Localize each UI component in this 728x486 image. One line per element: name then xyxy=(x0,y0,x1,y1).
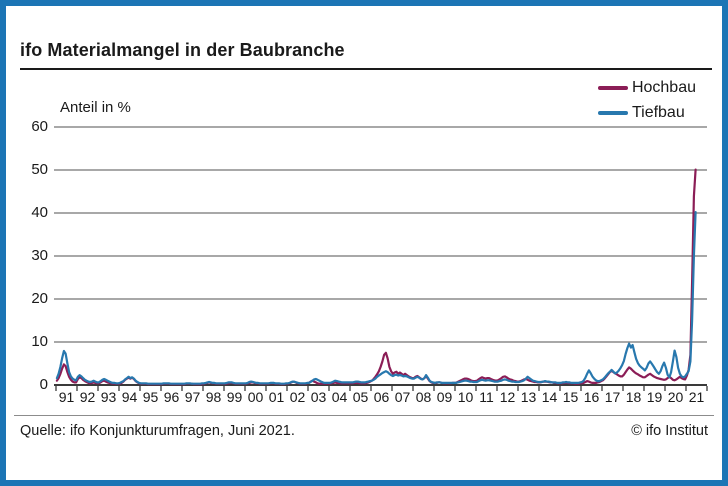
x-axis-tick-label: 01 xyxy=(268,389,285,405)
page-title: ifo Materialmangel in der Baubranche xyxy=(20,40,345,60)
y-axis-tick-label: 20 xyxy=(31,290,48,307)
x-axis-tick-label: 96 xyxy=(163,389,180,405)
y-axis-tick-label: 30 xyxy=(31,247,48,264)
source-note: Quelle: ifo Konjunkturumfragen, Juni 202… xyxy=(20,423,295,439)
x-axis-tick-label: 13 xyxy=(520,389,537,405)
hochbau-series-line xyxy=(55,168,697,386)
x-axis-tick-label: 15 xyxy=(562,389,579,405)
x-axis-tick-label: 10 xyxy=(457,389,474,405)
x-axis-tick-label: 07 xyxy=(394,389,411,405)
x-axis-tick-label: 19 xyxy=(646,389,663,405)
x-axis-tick-label: 16 xyxy=(583,389,600,405)
x-axis-tick-label: 18 xyxy=(625,389,642,405)
chart-legend: Hochbau Tiefbau xyxy=(597,76,696,124)
x-axis-tick-label: 97 xyxy=(184,389,201,405)
x-axis-tick-label: 93 xyxy=(100,389,117,405)
tiefbau-series-line xyxy=(55,211,697,385)
line-chart xyxy=(54,126,708,391)
x-axis-tick-label: 21 xyxy=(688,389,705,405)
title-divider xyxy=(20,68,712,70)
y-axis-tick-label: 60 xyxy=(31,118,48,135)
x-axis-tick-label: 92 xyxy=(79,389,96,405)
x-axis-tick-label: 00 xyxy=(247,389,264,405)
x-axis-tick-label: 17 xyxy=(604,389,621,405)
footer-divider xyxy=(14,415,714,416)
x-axis-tick-label: 99 xyxy=(226,389,243,405)
x-axis-tick-label: 06 xyxy=(373,389,390,405)
x-axis-tick-label: 05 xyxy=(352,389,369,405)
x-axis-tick-label: 91 xyxy=(58,389,75,405)
legend-label: Tiefbau xyxy=(631,103,685,121)
x-axis-tick-label: 20 xyxy=(667,389,684,405)
x-axis-tick-label: 14 xyxy=(541,389,558,405)
x-axis-tick-label: 11 xyxy=(479,389,494,405)
x-axis-tick-label: 09 xyxy=(436,389,453,405)
y-axis-tick-label: 10 xyxy=(31,333,48,350)
y-axis-tick-label: 40 xyxy=(31,204,48,221)
y-axis-tick-label: 50 xyxy=(31,161,48,178)
x-axis-tick-label: 04 xyxy=(331,389,348,405)
x-axis-tick-label: 08 xyxy=(415,389,432,405)
copyright-note: © ifo Institut xyxy=(631,423,708,439)
hochbau-line-swatch xyxy=(597,85,628,90)
tiefbau-line-swatch xyxy=(597,110,628,115)
x-axis-tick-label: 95 xyxy=(142,389,159,405)
x-axis-tick-label: 12 xyxy=(499,389,516,405)
legend-item-hochbau: Hochbau xyxy=(597,76,696,99)
y-axis-tick-label: 0 xyxy=(39,376,48,393)
legend-label: Hochbau xyxy=(631,78,696,96)
x-axis-tick-label: 03 xyxy=(310,389,327,405)
y-axis-title: Anteil in % xyxy=(60,99,131,116)
legend-item-tiefbau: Tiefbau xyxy=(597,101,685,124)
x-axis-tick-label: 98 xyxy=(205,389,222,405)
x-axis-tick-label: 94 xyxy=(121,389,138,405)
x-axis-tick-label: 02 xyxy=(289,389,306,405)
